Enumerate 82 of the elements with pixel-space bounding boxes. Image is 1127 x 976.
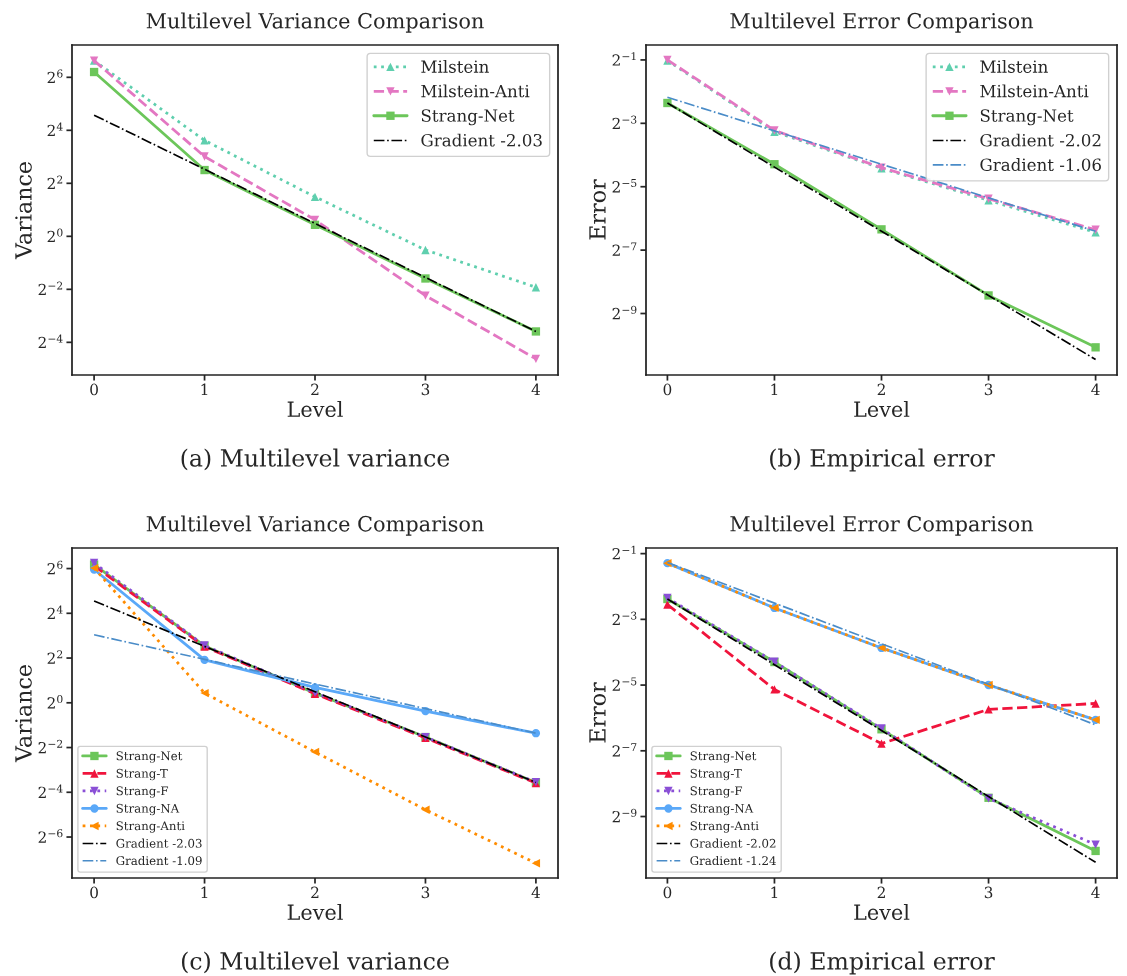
y-tick-label: 2$^{−9}$ [612,808,637,823]
y-axis-title: Error [589,179,606,240]
legend-label: Strang-NA [690,803,754,816]
x-tick-label: 2 [877,886,885,898]
legend-label: Strang-T [116,768,168,781]
x-tick-label: 2 [877,383,885,395]
y-tick-label: 2$^{−4}$ [38,334,63,349]
y-axis-title: Variance [15,162,32,260]
x-tick-label: 0 [90,886,98,899]
x-tick-label: 1 [201,383,208,395]
legend-label: Milstein-Anti [421,84,530,98]
legend-label: Strang-Net [116,751,183,763]
legend-label: Strang-NA [116,803,180,816]
x-tick-label: 2 [311,383,319,395]
y-tick-label: 2$^{−6}$ [38,829,63,843]
y-tick-label: 2$^{0}$ [47,695,63,709]
x-tick-label: 0 [663,383,672,396]
y-tick-label: 2$^{0}$ [47,228,63,243]
chart-title: Multilevel Variance Comparison [146,12,484,33]
chart-title: Multilevel Error Comparison [730,12,1034,33]
chart-title: Multilevel Error Comparison [730,515,1034,536]
y-tick-label: 2$^{6}$ [47,560,63,575]
chart-title: Multilevel Variance Comparison [146,515,484,536]
text: (d) Empirical error [770,951,995,975]
y-tick-label: 2$^{−3}$ [612,611,637,626]
legend-label: Gradient -1.06 [980,158,1101,171]
y-tick-label: 2$^{4}$ [47,605,63,619]
legend-label: Gradient -2.03 [421,133,542,147]
y-tick-label: 2$^{−2}$ [38,281,63,296]
x-tick-label: 1 [771,383,778,395]
legend-label: Gradient -2.02 [690,838,776,848]
y-tick-label: 2$^{−2}$ [38,739,63,754]
legend-label: Strang-Net [980,109,1074,126]
y-axis-title: Error [589,682,606,743]
legend-label: Strang-T [690,768,742,781]
x-tick-label: 3 [984,886,993,899]
x-axis-title: Level [287,903,343,921]
legend-label: Gradient -1.09 [116,855,202,866]
x-tick-label: 3 [984,383,993,396]
x-tick-label: 3 [421,886,430,899]
legend-label: Strang-F [116,786,169,798]
legend-label: Strang-Anti [690,821,759,833]
y-tick-label: 2$^{−4}$ [38,784,63,798]
text: (a) Multilevel variance [181,448,450,471]
legend-label: Milstein [421,60,489,73]
text: (b) Empirical error [770,448,995,472]
x-axis-title: Level [287,400,343,418]
legend-label: Gradient -2.03 [116,838,202,848]
x-tick-label: 4 [531,886,540,898]
x-axis-title: Level [854,400,910,418]
x-axis-title: Level [854,903,910,921]
legend-label: Milstein-Anti [980,84,1089,98]
legend-label: Strang-F [690,786,743,798]
y-tick-label: 2$^{−7}$ [612,242,637,256]
x-tick-label: 1 [771,886,778,898]
legend-label: Gradient -2.02 [980,133,1101,147]
x-tick-label: 0 [90,383,98,396]
y-tick-label: 2$^{2}$ [47,650,63,664]
x-tick-label: 4 [1091,886,1100,898]
x-tick-label: 2 [311,886,319,898]
y-tick-label: 2$^{−3}$ [612,115,637,130]
legend-label: Strang-Net [690,751,757,763]
legend-label: Strang-Anti [116,821,185,833]
y-tick-label: 2$^{6}$ [47,69,63,84]
text: (c) Multilevel variance [181,951,449,974]
y-tick-label: 2$^{−5}$ [612,179,637,193]
x-tick-label: 4 [531,383,540,395]
y-tick-label: 2$^{4}$ [47,122,63,137]
x-tick-label: 1 [201,886,208,898]
legend-label: Gradient -1.24 [690,855,776,866]
y-tick-label: 2$^{−7}$ [612,743,637,757]
y-tick-label: 2$^{−1}$ [612,52,636,66]
y-tick-label: 2$^{−5}$ [612,677,637,691]
y-tick-label: 2$^{−9}$ [612,305,637,320]
y-tick-label: 2$^{2}$ [47,175,63,190]
legend-label: Milstein [980,60,1048,73]
x-tick-label: 3 [421,383,430,396]
y-axis-title: Variance [15,665,32,763]
x-tick-label: 0 [663,886,672,899]
legend-label: Strang-Net [421,109,515,126]
y-tick-label: 2$^{−1}$ [612,545,636,560]
x-tick-label: 4 [1091,383,1100,395]
